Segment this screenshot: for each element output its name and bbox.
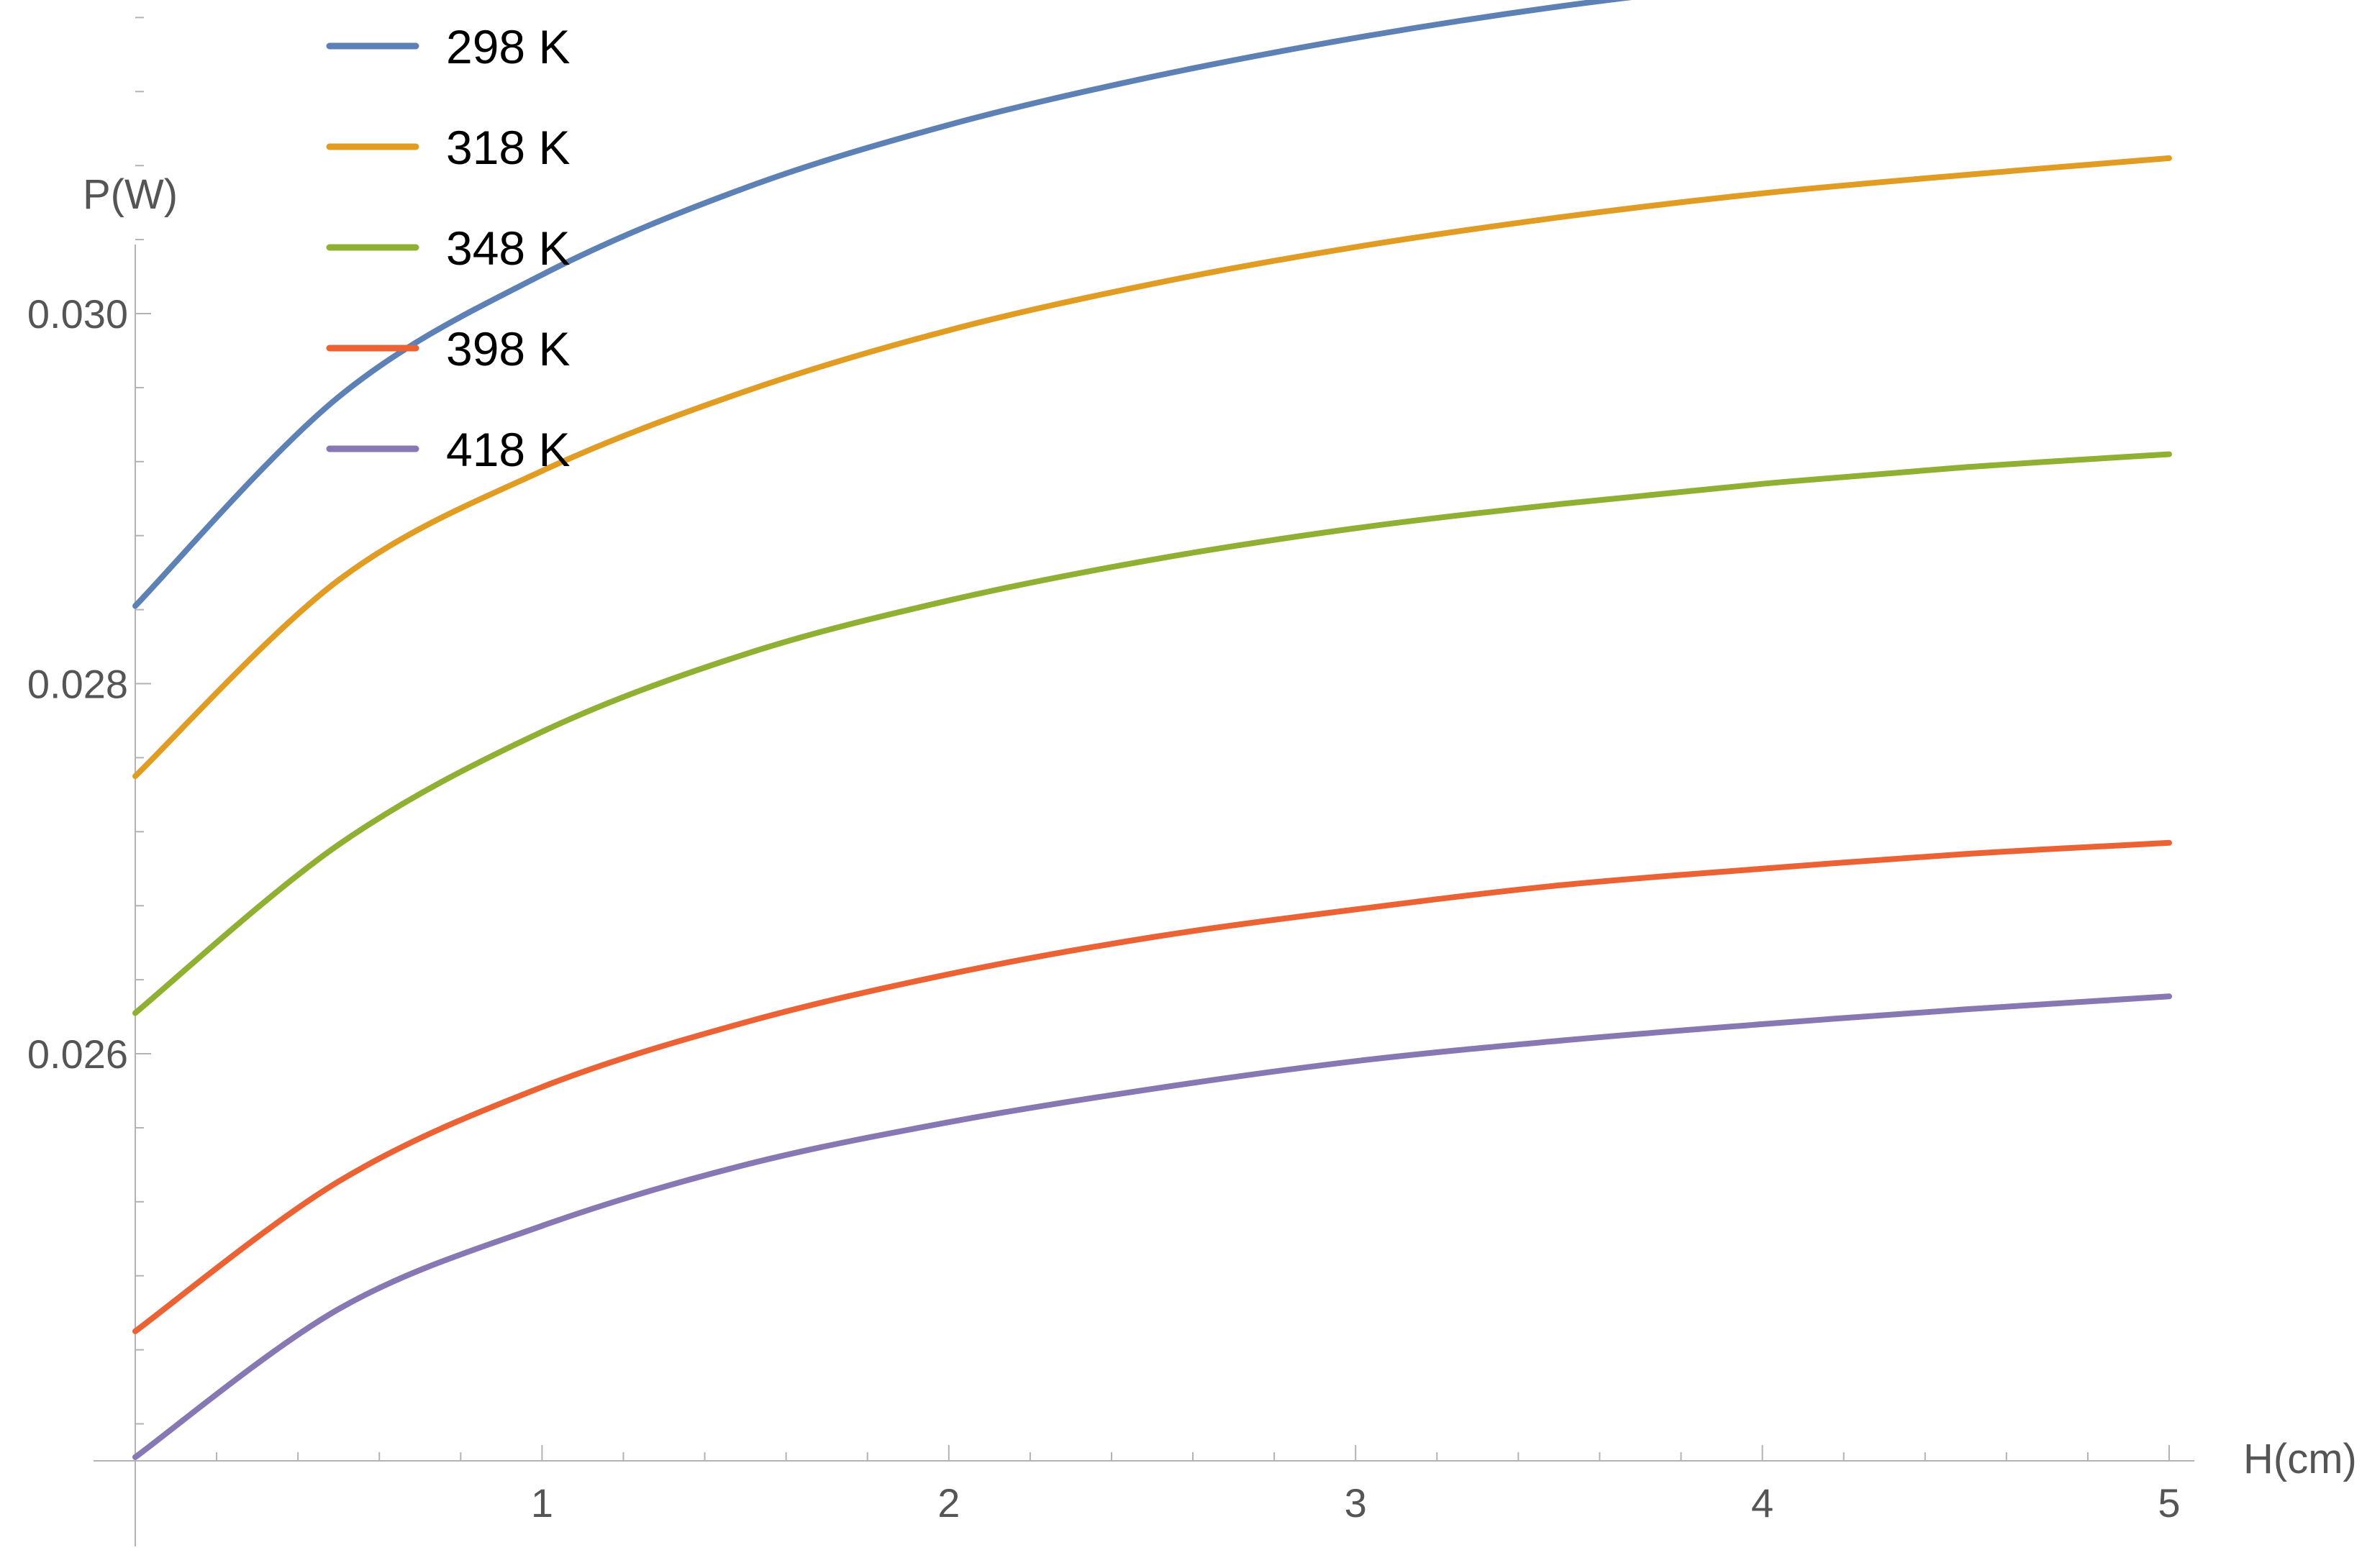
legend-entry-label: 298 K bbox=[446, 20, 570, 73]
x-tick-label: 4 bbox=[1751, 1480, 1773, 1526]
x-axis-label: H(cm) bbox=[2243, 1436, 2357, 1482]
series-line-398-k bbox=[132, 839, 2172, 1334]
y-tick-label: 0.028 bbox=[27, 662, 128, 707]
y-axis-label: P(W) bbox=[83, 171, 178, 218]
legend-entry-label: 418 K bbox=[446, 423, 570, 476]
series-layer bbox=[132, 0, 2172, 1460]
series-line-348-k bbox=[132, 451, 2172, 1016]
legend-entry-label: 398 K bbox=[446, 322, 570, 375]
series-line-298-k bbox=[132, 0, 1632, 609]
legend-entry-label: 348 K bbox=[446, 222, 570, 275]
x-tick-label: 3 bbox=[1345, 1480, 1367, 1526]
x-tick-label: 2 bbox=[937, 1480, 960, 1526]
series-line-418-k bbox=[132, 993, 2172, 1460]
y-tick-label: 0.026 bbox=[27, 1031, 128, 1077]
x-tick-label: 1 bbox=[531, 1480, 553, 1526]
x-tick-label: 5 bbox=[2158, 1480, 2180, 1526]
y-tick-label: 0.030 bbox=[27, 291, 128, 337]
series-line-318-k bbox=[132, 155, 2172, 780]
legend: 298 K 318 K 348 K 398 K 418 K bbox=[326, 20, 570, 476]
legend-entry-label: 318 K bbox=[446, 121, 570, 174]
